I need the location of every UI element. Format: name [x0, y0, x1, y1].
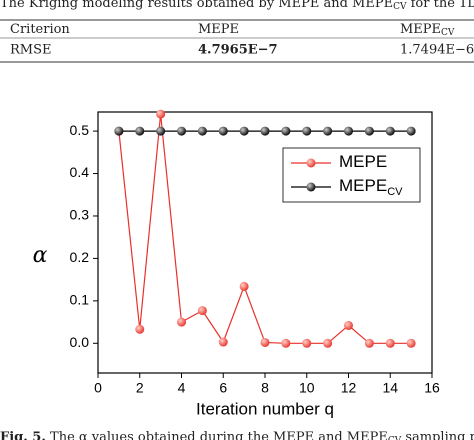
marker	[385, 338, 395, 348]
marker	[114, 126, 124, 136]
marker	[302, 126, 312, 136]
marker	[260, 337, 270, 347]
legend-entry: MEPECV	[339, 176, 403, 197]
marker	[239, 126, 249, 136]
marker	[281, 126, 291, 136]
marker	[302, 338, 312, 348]
x-tick-label: 2	[136, 380, 144, 396]
y-tick-label: 0.0	[70, 334, 90, 350]
marker	[281, 338, 291, 348]
fig-label: Fig. 5.	[0, 430, 46, 440]
header-text: Criterion	[10, 22, 70, 37]
x-axis-label: Iteration number q	[196, 399, 334, 418]
marker	[197, 306, 207, 316]
table-cell: 1.7494E−6	[400, 43, 474, 58]
x-tick-label: 8	[261, 380, 269, 396]
header-cell: Criterion	[10, 22, 70, 37]
marker	[323, 126, 333, 136]
caption-tail: sampling processes.	[401, 430, 474, 440]
marker	[344, 320, 353, 330]
y-tick-label: 0.5	[70, 122, 90, 138]
caption-tail: for the 1D test case.	[406, 0, 474, 11]
marker	[385, 126, 395, 136]
x-tick-label: 0	[94, 380, 102, 396]
y-tick-label: 0.1	[70, 292, 90, 308]
x-tick-label: 16	[424, 380, 440, 396]
legend-box	[282, 147, 421, 203]
marker	[364, 338, 374, 348]
legend-marker	[306, 158, 316, 168]
marker	[177, 126, 186, 136]
x-tick-label: 10	[299, 380, 315, 396]
marker	[197, 126, 207, 136]
x-tick-label: 12	[341, 380, 357, 396]
marker	[135, 126, 145, 136]
x-tick-label: 14	[382, 380, 398, 396]
header-cell: MEPE	[198, 22, 239, 37]
marker	[323, 338, 333, 348]
marker	[218, 126, 228, 136]
y-tick-label: 0.2	[70, 249, 90, 265]
header-text: MEPE	[400, 22, 441, 37]
marker	[218, 337, 228, 347]
marker	[406, 338, 416, 348]
caption-sub: CV	[393, 2, 407, 12]
x-tick-label: 6	[219, 380, 227, 396]
legend-entry: MEPE	[339, 152, 387, 171]
header-sub: CV	[441, 28, 455, 38]
legend-sub: CV	[387, 186, 403, 198]
marker	[406, 126, 416, 136]
x-tick-label: 4	[178, 380, 186, 396]
caption-text: The Kriging modeling results obtained by…	[0, 0, 393, 11]
marker	[156, 126, 166, 136]
table-cell: 4.7965E−7	[198, 43, 278, 58]
legend-name: MEPE	[339, 152, 387, 171]
marker	[239, 281, 249, 291]
marker	[344, 126, 353, 136]
caption-text: The α values obtained during the MEPE an…	[46, 430, 388, 440]
y-tick-label: 0.4	[70, 164, 90, 180]
table-cell: RMSE	[10, 43, 52, 58]
table-caption: The Kriging modeling results obtained by…	[0, 0, 474, 12]
marker	[177, 317, 186, 327]
y-axis-label: α	[33, 243, 48, 268]
marker	[364, 126, 374, 136]
figure-caption: Fig. 5. The α values obtained during the…	[0, 430, 474, 440]
legend-name: MEPE	[339, 176, 387, 195]
header-text: MEPE	[198, 22, 239, 37]
marker	[156, 109, 166, 119]
legend-marker	[306, 182, 316, 192]
header-cell: MEPECV	[400, 22, 455, 38]
marker	[135, 324, 145, 334]
y-tick-label: 0.3	[70, 207, 90, 223]
caption-sub: CV	[388, 436, 402, 440]
marker	[260, 126, 270, 136]
